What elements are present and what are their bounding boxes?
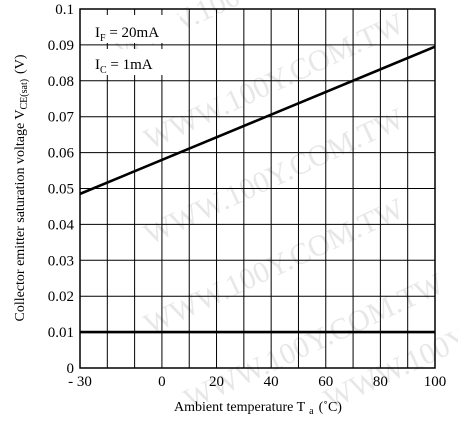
- y-tick-label: 0.02: [48, 289, 74, 305]
- y-tick-label: 0.05: [48, 182, 74, 198]
- x-axis-label-main: Ambient temperature T: [174, 400, 306, 415]
- annotation-box-ic: [88, 49, 172, 75]
- annotation-if-main: I: [95, 25, 100, 41]
- y-tick-labels: 0 0.01 0.02 0.03 0.04 0.05 0.06 0.07 0.08 0.09 0.1: [48, 2, 75, 377]
- annotation-if-rest: = 20mA: [106, 25, 160, 41]
- annotation-ic: IC = 1mA: [95, 57, 153, 76]
- y-tick-label: 0.01: [48, 325, 74, 341]
- annotation-box-if: [88, 15, 180, 43]
- y-tick-label: 0.03: [48, 253, 74, 269]
- x-tick-labels: - 30 0 20 40 60 80 100: [68, 374, 446, 390]
- y-axis-label-unit: (V): [13, 54, 28, 74]
- y-tick-label: 0.04: [48, 217, 75, 233]
- grid: [79, 8, 436, 369]
- y-tick-label: 0.08: [48, 74, 74, 90]
- annotation-ic-main: I: [95, 57, 100, 73]
- y-axis-label: Collector emitter saturation voltage VCE…: [13, 54, 30, 321]
- y-axis-label-main: Collector emitter saturation voltage V: [13, 109, 28, 321]
- x-tick-label: 20: [209, 374, 224, 390]
- series-layer: [79, 45, 436, 334]
- y-tick-label: 0.07: [48, 110, 75, 126]
- x-tick-label: 0: [158, 374, 166, 390]
- plot-frame: [79, 8, 436, 369]
- annotation-if: IF = 20mA: [95, 25, 159, 44]
- series-line-1: [79, 45, 436, 196]
- annotation-if-sub: F: [100, 33, 106, 44]
- x-tick-label: 60: [318, 374, 333, 390]
- x-axis-label-unit: (˚C): [319, 400, 343, 415]
- x-tick-label: 40: [264, 374, 279, 390]
- y-tick-label: 0.1: [55, 2, 74, 18]
- annotation-ic-rest: = 1mA: [107, 57, 153, 73]
- x-tick-label: 80: [373, 374, 388, 390]
- y-tick-label: 0.09: [48, 38, 74, 54]
- x-tick-label: 100: [424, 374, 447, 390]
- x-axis-label-sub: a: [309, 406, 314, 417]
- x-tick-label: - 30: [68, 374, 92, 390]
- y-tick-label: 0.06: [48, 146, 75, 162]
- y-tick-label: 0: [67, 361, 75, 377]
- y-axis-label-sub: CE(sat): [19, 79, 30, 110]
- annotation-ic-sub: C: [100, 65, 107, 76]
